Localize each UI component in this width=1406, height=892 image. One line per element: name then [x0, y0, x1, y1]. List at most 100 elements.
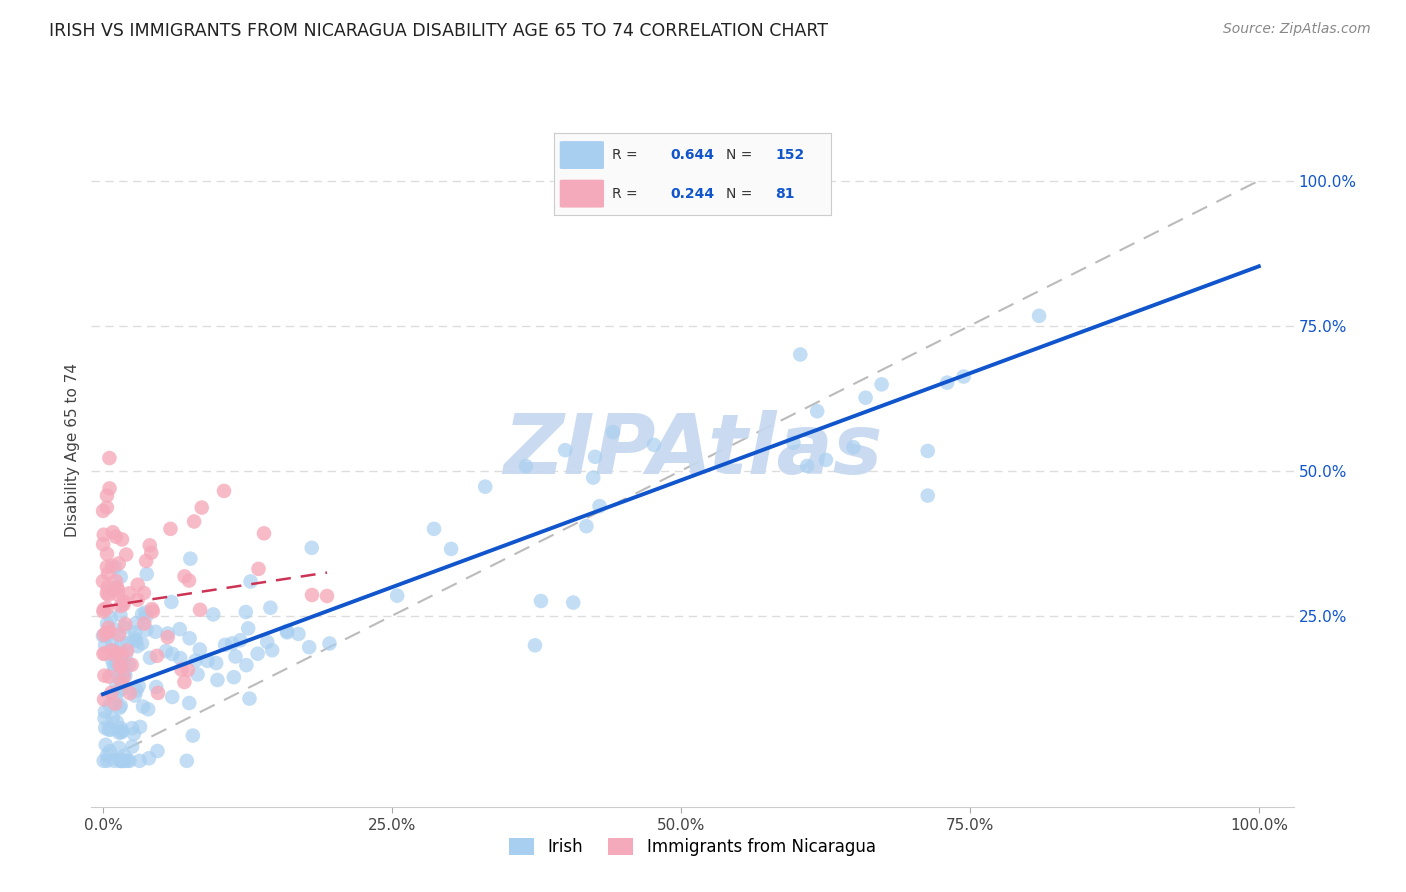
Point — [108, 754, 131, 768]
Point — [235, 605, 257, 619]
Point — [131, 607, 153, 622]
Point — [105, 656, 128, 670]
Point — [97, 628, 120, 642]
Point — [212, 483, 235, 498]
Point — [135, 609, 157, 624]
Point — [1028, 309, 1050, 323]
Point — [103, 665, 125, 679]
Point — [104, 697, 127, 711]
Point — [98, 698, 121, 713]
Point — [789, 347, 811, 361]
Point — [301, 588, 323, 602]
Point — [159, 522, 181, 536]
Point — [104, 560, 127, 574]
Point — [917, 489, 939, 503]
Point — [94, 705, 117, 719]
Point — [93, 602, 115, 616]
Point — [247, 562, 270, 576]
Point — [187, 667, 209, 681]
Point — [205, 656, 228, 670]
Point — [124, 631, 146, 645]
Point — [318, 636, 340, 650]
Point — [101, 559, 124, 574]
Point — [112, 670, 135, 684]
Point — [952, 369, 974, 384]
Point — [121, 721, 143, 735]
Point — [110, 607, 132, 622]
Text: ZIPAtlas: ZIPAtlas — [503, 410, 882, 491]
Point — [93, 754, 115, 768]
Point — [141, 602, 163, 616]
Point — [93, 647, 115, 661]
Point — [114, 668, 136, 682]
Point — [101, 711, 124, 725]
Point — [97, 588, 120, 602]
Point — [238, 691, 260, 706]
Point — [107, 651, 129, 665]
Point — [101, 652, 124, 666]
Point — [112, 665, 135, 680]
Point — [98, 670, 121, 684]
Point — [222, 670, 245, 684]
Point — [139, 650, 162, 665]
Point — [94, 638, 117, 652]
Legend: Irish, Immigrants from Nicaragua: Irish, Immigrants from Nicaragua — [502, 831, 883, 863]
Point — [118, 586, 141, 600]
Point — [190, 500, 212, 515]
Point — [179, 632, 201, 646]
Point — [96, 754, 118, 768]
Point — [530, 594, 553, 608]
Point — [287, 627, 309, 641]
Point — [91, 504, 114, 518]
Point — [385, 589, 408, 603]
Point — [207, 673, 229, 687]
Point — [105, 714, 128, 729]
Point — [96, 581, 118, 595]
Point — [238, 621, 260, 635]
Point — [101, 637, 124, 651]
Point — [782, 435, 804, 450]
Point — [583, 450, 606, 464]
Point — [110, 725, 132, 739]
Point — [107, 684, 129, 698]
Point — [93, 605, 115, 619]
Point — [112, 748, 135, 763]
Point — [110, 698, 132, 713]
Point — [134, 616, 156, 631]
Point — [111, 754, 134, 768]
Point — [134, 606, 156, 620]
Point — [173, 675, 195, 690]
Point — [169, 622, 191, 636]
Point — [139, 538, 162, 552]
Point — [93, 692, 115, 706]
Point — [141, 546, 163, 560]
Point — [110, 660, 132, 674]
Point — [936, 376, 959, 390]
Point — [98, 482, 121, 496]
Point — [96, 489, 118, 503]
Point — [103, 643, 125, 657]
Point — [214, 638, 236, 652]
Point — [169, 651, 191, 665]
Point — [108, 725, 131, 739]
Point — [870, 377, 893, 392]
Point — [100, 610, 122, 624]
Point — [259, 600, 281, 615]
Point — [128, 679, 150, 693]
Point — [103, 581, 125, 595]
Point — [515, 459, 537, 474]
Point — [474, 480, 496, 494]
Point — [108, 740, 131, 755]
Point — [423, 522, 446, 536]
Point — [105, 690, 128, 705]
Point — [124, 625, 146, 640]
Point — [135, 554, 157, 568]
Y-axis label: Disability Age 65 to 74: Disability Age 65 to 74 — [65, 363, 80, 538]
Point — [156, 626, 179, 640]
Point — [100, 643, 122, 657]
Point — [115, 636, 138, 650]
Point — [107, 557, 129, 571]
Point — [235, 658, 257, 673]
Point — [855, 391, 877, 405]
Point — [125, 683, 148, 698]
